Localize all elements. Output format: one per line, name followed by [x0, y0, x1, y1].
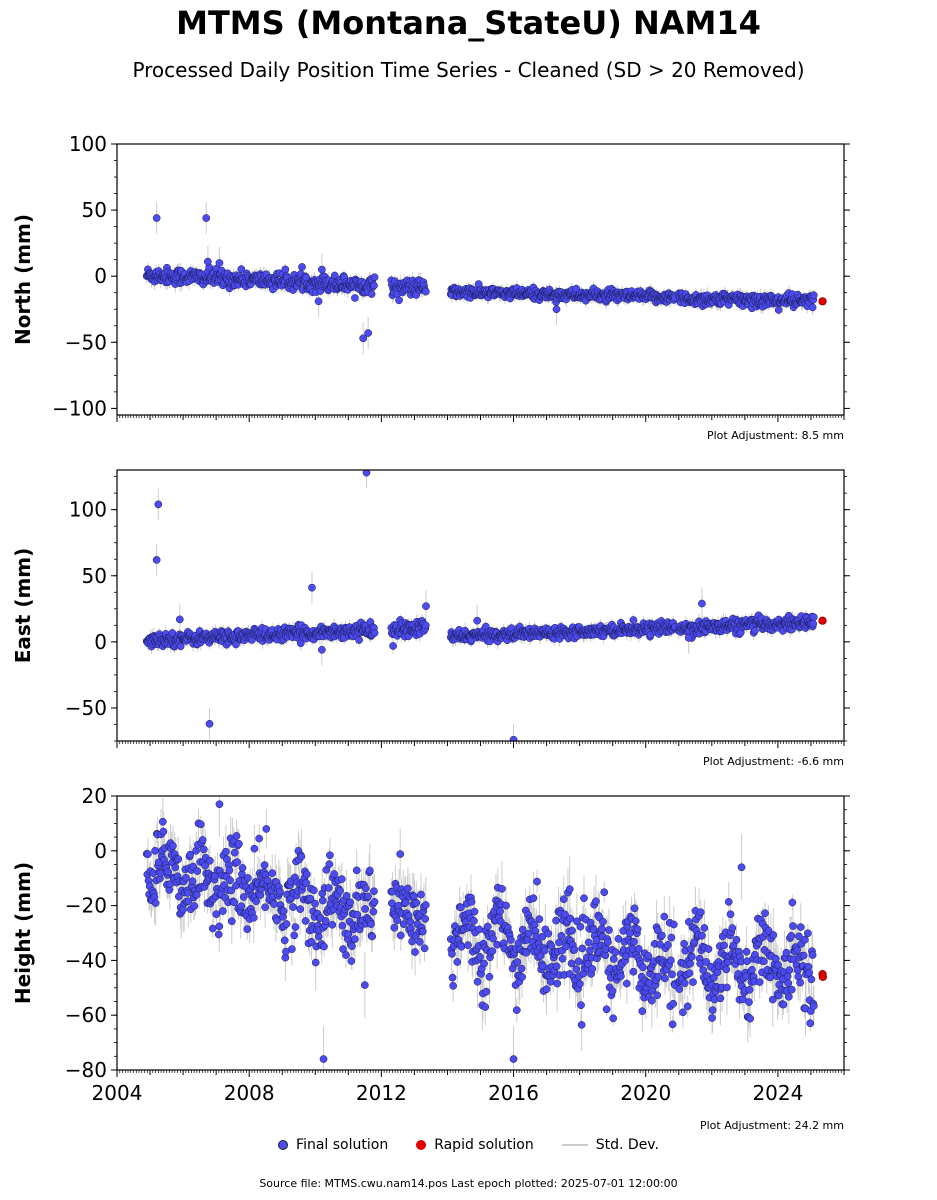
east-outlier-point: [154, 500, 163, 509]
north-ylabel: North (mm): [11, 214, 35, 345]
north-outlier-point: [364, 329, 372, 337]
east-point: [421, 621, 430, 630]
north-point: [808, 303, 817, 312]
north-point: [237, 265, 246, 274]
north-outlier-point: [202, 214, 211, 222]
north-point: [330, 271, 339, 280]
east-outlier-point: [318, 645, 326, 654]
east-ylabel: East (mm): [11, 548, 35, 664]
east-outlier-point: [308, 583, 316, 592]
east-frame: [116, 469, 845, 742]
east-point: [389, 642, 397, 650]
north-point: [370, 273, 379, 282]
east-outlier-point: [362, 470, 371, 477]
north-outlier-point: [318, 265, 326, 274]
north-point: [351, 294, 359, 302]
north-data: [142, 202, 827, 355]
north-rapid-point: [818, 297, 827, 306]
north-point: [370, 281, 378, 290]
north-panel: 100 50 0 −50 −100 North (mm): [11, 132, 850, 422]
north-outlier-point: [359, 334, 368, 343]
east-point: [355, 636, 363, 644]
east-outlier-point: [698, 599, 706, 608]
east-data: [142, 470, 827, 741]
north-point: [395, 296, 403, 305]
east-outlier-point: [473, 616, 482, 625]
north-outlier-point: [314, 297, 323, 306]
north-outlier-point: [152, 214, 161, 222]
east-point: [370, 629, 379, 637]
east-outlier-point: [509, 735, 518, 741]
north-outlier-point: [552, 305, 561, 314]
page-subtitle: Processed Daily Position Time Series - C…: [132, 58, 805, 82]
east-ytick-label: 0: [94, 630, 107, 654]
north-ytick-label: 100: [69, 132, 107, 156]
north-point: [281, 265, 290, 274]
north-point: [774, 306, 783, 314]
east-outlier-point: [684, 634, 693, 642]
page-title: MTMS (Montana_StateU) NAM14: [176, 4, 761, 42]
north-point: [367, 290, 376, 298]
north-ytick-label: −100: [52, 396, 107, 420]
east-outlier-point: [175, 615, 184, 624]
north-ytick-label: 0: [94, 264, 107, 288]
east-outlier-point: [152, 556, 161, 564]
east-point: [176, 642, 185, 651]
east-point: [751, 626, 759, 635]
east-point: [809, 619, 818, 628]
east-ytick-label: 50: [82, 564, 107, 588]
north-point: [421, 287, 430, 296]
height-data: [142, 796, 827, 1070]
east-ytick-label: 100: [69, 498, 107, 522]
north-outlier-point: [204, 257, 212, 266]
east-outlier-point: [205, 719, 214, 728]
east-ytick-label: −50: [65, 696, 107, 720]
east-rapid-point: [818, 616, 827, 625]
north-ytick-label: −50: [65, 330, 107, 354]
east-outlier-point: [422, 602, 430, 611]
north-outlier-point: [215, 259, 224, 267]
east-panel: 100 50 0 −50 East (mm): [11, 469, 850, 748]
north-ytick-label: 50: [82, 198, 107, 222]
east-point: [809, 613, 818, 621]
north-point: [809, 291, 818, 300]
east-point: [629, 616, 638, 624]
north-point: [298, 263, 306, 271]
